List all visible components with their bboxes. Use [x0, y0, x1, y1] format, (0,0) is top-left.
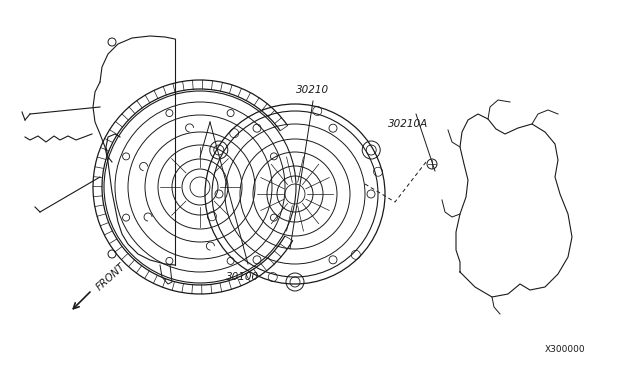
Text: 30210: 30210: [296, 85, 329, 95]
Text: 30100: 30100: [227, 272, 260, 282]
Text: X300000: X300000: [545, 345, 586, 354]
Text: 30210A: 30210A: [388, 119, 428, 129]
Text: FRONT: FRONT: [94, 261, 127, 292]
